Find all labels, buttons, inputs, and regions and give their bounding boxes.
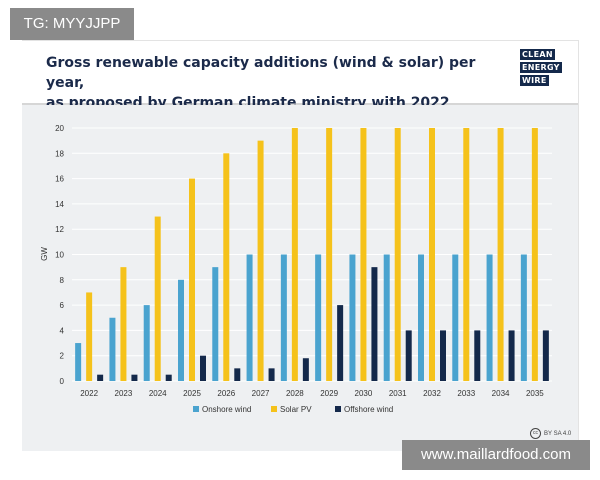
logo-word-2: ENERGY — [520, 62, 562, 73]
bar-solar-pv — [189, 178, 195, 381]
bar-onshore-wind — [452, 254, 459, 381]
bar-offshore-wind — [474, 330, 481, 381]
bar-onshore-wind — [280, 254, 287, 381]
bar-solar-pv — [223, 153, 230, 381]
logo-word-3: WIRE — [520, 75, 549, 86]
bar-onshore-wind — [109, 317, 116, 381]
legend-label: Solar PV — [280, 405, 312, 414]
x-tick-label: 2033 — [457, 389, 475, 398]
x-tick-label: 2034 — [492, 389, 510, 398]
bar-offshore-wind — [165, 374, 172, 381]
bar-offshore-wind — [268, 368, 275, 381]
x-tick-label: 2035 — [526, 389, 544, 398]
x-tick-label: 2032 — [423, 389, 441, 398]
x-tick-label: 2028 — [286, 389, 304, 398]
bar-offshore-wind — [542, 330, 549, 381]
bar-offshore-wind — [97, 374, 104, 381]
legend-swatch — [193, 406, 199, 412]
chart-background — [22, 105, 578, 451]
y-tick-label: 4 — [60, 326, 65, 335]
bar-onshore-wind — [520, 254, 527, 381]
x-tick-label: 2031 — [389, 389, 407, 398]
y-tick-label: 18 — [55, 149, 64, 158]
bar-onshore-wind — [178, 279, 184, 381]
license-badge: cc BY SA 4.0 — [530, 428, 571, 439]
bar-onshore-wind — [246, 254, 253, 381]
bar-offshore-wind — [234, 368, 241, 381]
bar-offshore-wind — [371, 267, 378, 381]
legend-swatch — [335, 406, 341, 412]
x-tick-label: 2025 — [183, 389, 201, 398]
bar-offshore-wind — [440, 330, 446, 381]
watermark-bottom-right: www.maillardfood.com — [402, 440, 590, 470]
watermark-top-left: TG: MYYJJPP — [10, 8, 134, 40]
cc-icon: cc — [530, 428, 541, 439]
bar-solar-pv — [154, 216, 161, 381]
bar-onshore-wind — [315, 254, 322, 381]
y-axis-label: GW — [40, 247, 49, 261]
bar-onshore-wind — [143, 305, 150, 381]
bar-solar-pv — [86, 292, 93, 381]
bar-offshore-wind — [337, 305, 344, 381]
chart-title-line-1: Gross renewable capacity additions (wind… — [46, 55, 476, 91]
y-tick-label: 0 — [60, 377, 65, 386]
bar-solar-pv — [497, 128, 504, 381]
bar-solar-pv — [291, 128, 298, 381]
bar-offshore-wind — [405, 330, 412, 381]
bar-solar-pv — [531, 128, 538, 381]
x-tick-label: 2027 — [252, 389, 270, 398]
x-tick-label: 2026 — [217, 389, 235, 398]
x-tick-label: 2030 — [355, 389, 373, 398]
bar-solar-pv — [360, 128, 367, 381]
chart-card: Gross renewable capacity additions (wind… — [22, 40, 579, 451]
legend-label: Offshore wind — [344, 405, 393, 414]
bar-onshore-wind — [418, 254, 424, 381]
legend-label: Onshore wind — [202, 405, 251, 414]
license-label: BY SA 4.0 — [544, 430, 572, 437]
bar-offshore-wind — [131, 374, 138, 381]
bar-solar-pv — [326, 128, 333, 381]
clean-energy-wire-logo: CLEAN ENERGY WIRE — [520, 49, 562, 86]
x-tick-label: 2029 — [320, 389, 338, 398]
bar-onshore-wind — [486, 254, 493, 381]
logo-word-1: CLEAN — [520, 49, 555, 60]
bar-onshore-wind — [349, 254, 356, 381]
bar-solar-pv — [257, 140, 264, 381]
y-tick-label: 2 — [60, 352, 65, 361]
bar-solar-pv — [394, 128, 401, 381]
x-tick-label: 2023 — [115, 389, 133, 398]
bar-solar-pv — [120, 267, 127, 381]
x-tick-label: 2022 — [80, 389, 98, 398]
y-tick-label: 6 — [60, 301, 65, 310]
bar-solar-pv — [463, 128, 470, 381]
bar-onshore-wind — [383, 254, 390, 381]
bar-solar-pv — [429, 128, 435, 381]
y-tick-label: 12 — [55, 225, 64, 234]
y-tick-label: 8 — [60, 276, 65, 285]
bar-onshore-wind — [75, 343, 82, 381]
bar-offshore-wind — [200, 355, 206, 381]
y-tick-label: 20 — [55, 124, 64, 133]
y-tick-label: 16 — [55, 175, 64, 184]
y-tick-label: 14 — [55, 200, 64, 209]
bar-offshore-wind — [508, 330, 515, 381]
bar-offshore-wind — [302, 358, 309, 381]
y-tick-label: 10 — [55, 251, 64, 260]
bar-onshore-wind — [212, 267, 219, 381]
x-tick-label: 2024 — [149, 389, 167, 398]
legend-swatch — [271, 406, 277, 412]
